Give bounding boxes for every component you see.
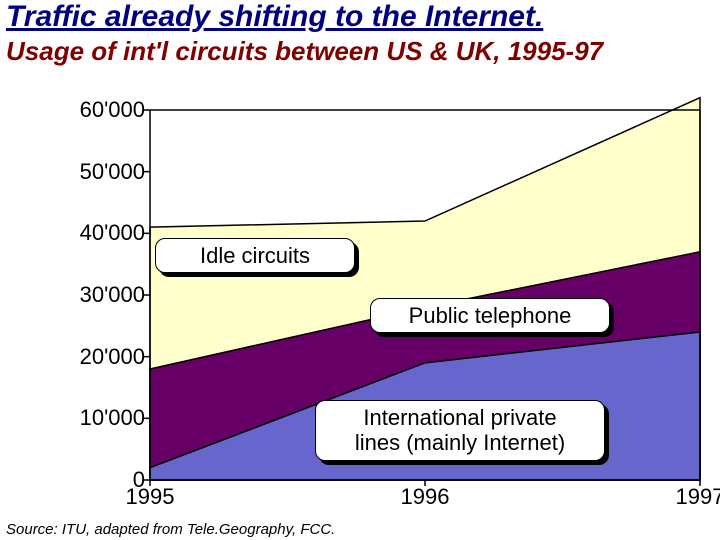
ytick-label: 40'000 (45, 220, 145, 246)
ytick-label: 60'000 (45, 97, 145, 123)
ytick-label: 10'000 (45, 405, 145, 431)
xtick-label: 1995 (126, 484, 175, 510)
legend-box: International privatelines (mainly Inter… (315, 400, 605, 461)
legend-box: Public telephone (370, 298, 610, 333)
xtick-label: 1997 (676, 484, 720, 510)
slide-subtitle: Usage of int'l circuits between US & UK,… (6, 38, 716, 65)
ytick-label: 20'000 (45, 344, 145, 370)
slide: Traffic already shifting to the Internet… (0, 0, 720, 540)
slide-title: Traffic already shifting to the Internet… (6, 0, 543, 34)
source-line: Source: ITU, adapted from Tele.Geography… (6, 521, 335, 538)
ytick-label: 50'000 (45, 159, 145, 185)
legend-box: Idle circuits (155, 238, 355, 273)
ytick-label: 30'000 (45, 282, 145, 308)
xtick-label: 1996 (401, 484, 450, 510)
